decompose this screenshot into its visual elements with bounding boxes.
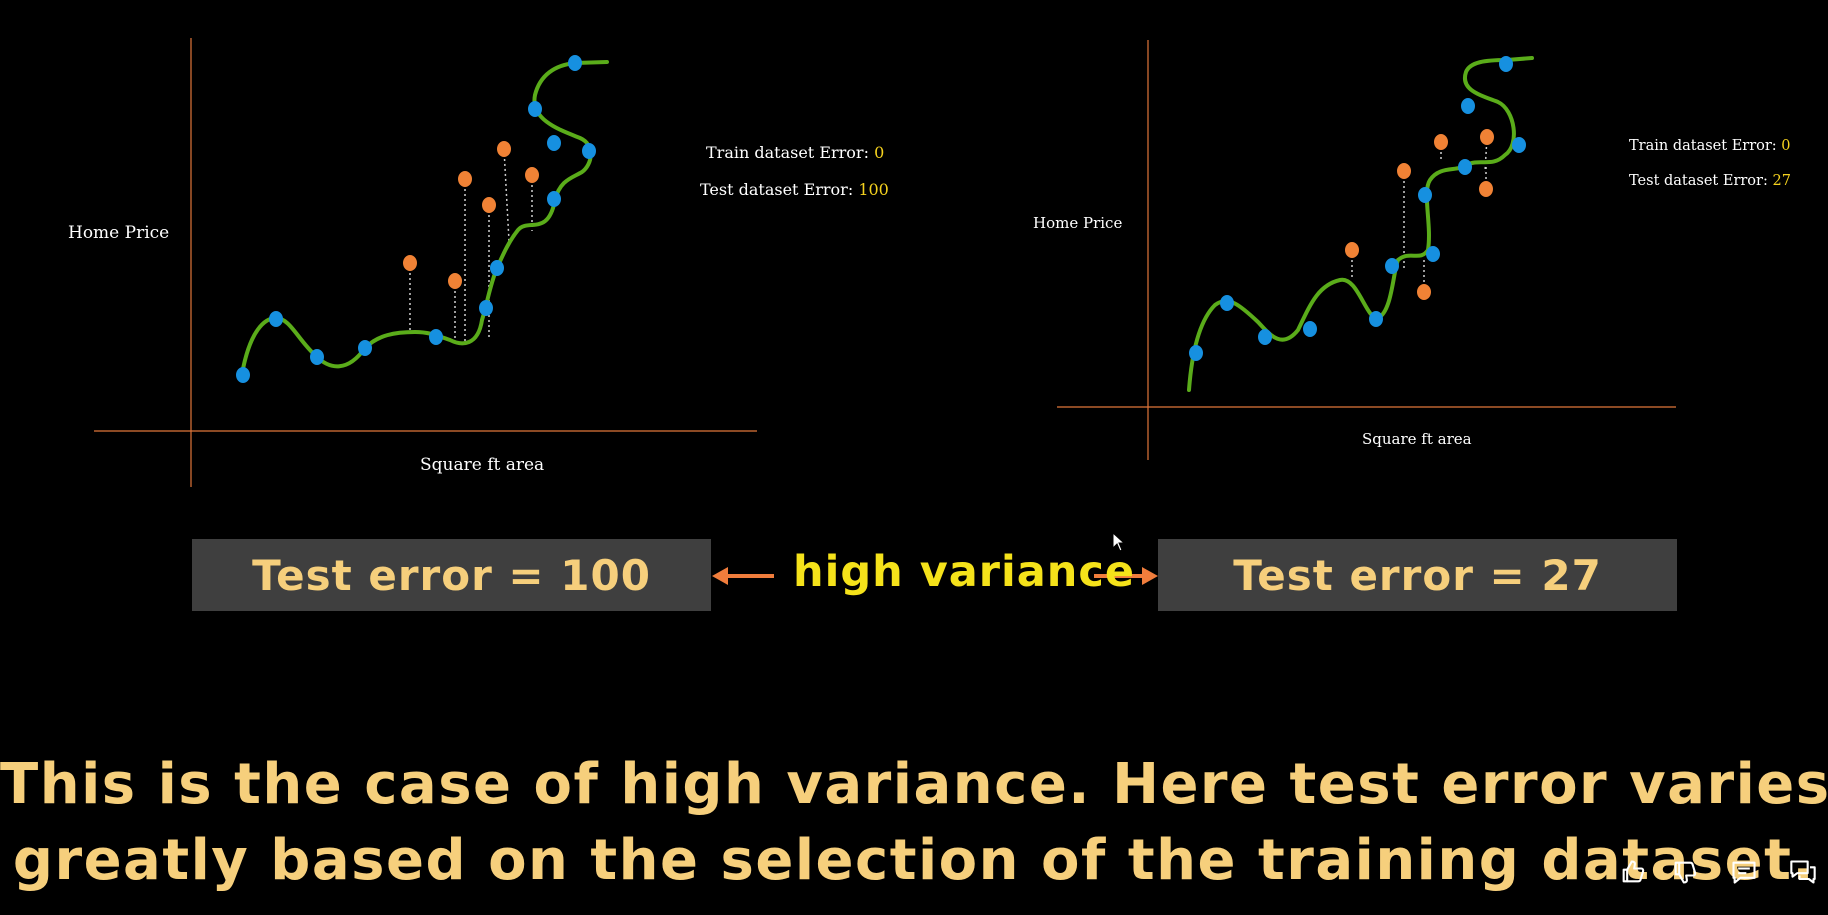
train-point: [1512, 137, 1526, 153]
left-train-error-label: Train dataset Error:: [706, 143, 869, 162]
train-point: [1418, 187, 1432, 203]
left-test-error-value: 100: [858, 180, 889, 199]
train-point: [1189, 345, 1203, 361]
right-fit-curve: [1187, 56, 1534, 392]
left-train-error: Train dataset Error: 0: [706, 143, 884, 162]
train-point: [547, 191, 561, 207]
train-point: [1303, 321, 1317, 337]
right-train-error-value: 0: [1781, 138, 1791, 154]
test-point: [525, 167, 539, 183]
train-point: [490, 260, 504, 276]
train-point: [269, 311, 283, 327]
right-test-error-box: Test error = 27: [1158, 539, 1677, 611]
train-point: [582, 143, 596, 159]
thumbs-down-icon[interactable]: [1668, 855, 1702, 889]
right-arrow-icon: [1094, 567, 1158, 585]
train-point: [1258, 329, 1272, 345]
train-point: [236, 367, 250, 383]
train-point: [547, 135, 561, 151]
right-test-points: [1345, 129, 1494, 300]
train-point: [1220, 295, 1234, 311]
right-test-error-label: Test dataset Error:: [1629, 173, 1768, 189]
test-point: [497, 141, 511, 157]
test-point: [1397, 163, 1411, 179]
train-point: [528, 101, 542, 117]
left-test-points: [403, 141, 539, 289]
right-y-axis-label: Home Price: [1033, 214, 1123, 232]
left-train-points: [236, 55, 596, 383]
right-train-points: [1189, 56, 1526, 361]
right-test-error-value: 27: [1772, 173, 1791, 189]
right-x-axis-label: Square ft area: [1362, 430, 1472, 448]
test-point: [1479, 181, 1493, 197]
right-train-error-label: Train dataset Error:: [1629, 138, 1777, 154]
train-point: [1426, 246, 1440, 262]
train-point: [429, 329, 443, 345]
train-point: [1499, 56, 1513, 72]
chat-icon[interactable]: [1786, 855, 1820, 889]
left-test-error-box: Test error = 100: [192, 539, 711, 611]
train-point: [568, 55, 582, 71]
left-arrow-icon: [712, 567, 774, 585]
test-point: [1434, 134, 1448, 150]
caption-line-1: This is the case of high variance. Here …: [0, 752, 1828, 817]
train-point: [479, 300, 493, 316]
train-point: [1461, 98, 1475, 114]
left-residual-lines: [409, 148, 533, 345]
comment-icon[interactable]: [1727, 855, 1761, 889]
right-test-error: Test dataset Error: 27: [1629, 173, 1791, 189]
train-point: [310, 349, 324, 365]
high-variance-label: high variance: [793, 547, 1135, 597]
left-x-axis-label: Square ft area: [420, 455, 545, 475]
train-point: [1385, 258, 1399, 274]
test-point: [403, 255, 417, 271]
test-point: [1417, 284, 1431, 300]
test-point: [448, 273, 462, 289]
thumbs-up-icon[interactable]: [1616, 855, 1650, 889]
left-test-error-label: Test dataset Error:: [700, 180, 854, 199]
caption-line-2: greatly based on the selection of the tr…: [12, 828, 1816, 893]
test-point: [458, 171, 472, 187]
left-y-axis-label: Home Price: [68, 223, 170, 243]
left-train-error-value: 0: [874, 143, 885, 162]
left-test-error: Test dataset Error: 100: [700, 180, 889, 199]
mouse-cursor-icon: [1112, 532, 1126, 552]
train-point: [358, 340, 372, 356]
test-point: [1345, 242, 1359, 258]
right-train-error: Train dataset Error: 0: [1629, 138, 1791, 154]
test-point: [1480, 129, 1494, 145]
test-point: [482, 197, 496, 213]
train-point: [1458, 159, 1472, 175]
train-point: [1369, 311, 1383, 327]
